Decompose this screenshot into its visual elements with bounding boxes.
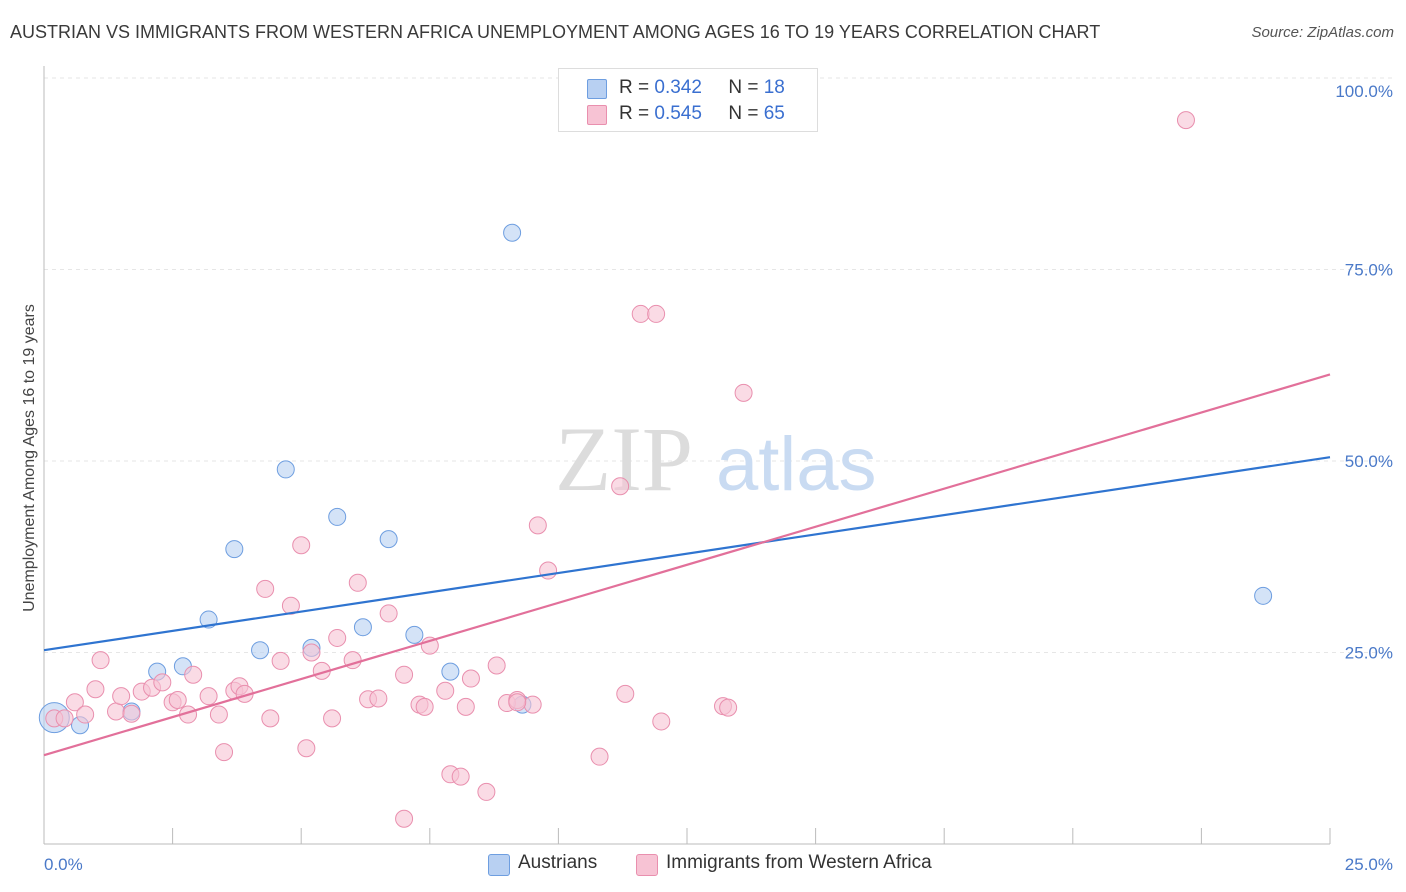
legend-r-value-austrians: 0.342 — [654, 77, 702, 98]
legend-n-label: N = — [728, 77, 759, 98]
legend: R = 0.342 N = 18 R = 0.545 N = 65 — [558, 68, 818, 132]
immigrants-point — [153, 673, 172, 692]
immigrants-point — [328, 628, 347, 647]
immigrants-point — [297, 739, 316, 758]
immigrants-point — [209, 705, 228, 724]
immigrants-point — [168, 690, 187, 709]
immigrants-point — [611, 477, 630, 496]
immigrants-point — [302, 643, 321, 662]
immigrants-point — [1176, 111, 1195, 130]
legend-swatch-immigrants — [587, 105, 607, 125]
immigrants-point — [271, 651, 290, 670]
chart-title: AUSTRIAN VS IMMIGRANTS FROM WESTERN AFRI… — [10, 22, 1101, 42]
immigrants-point — [487, 656, 506, 675]
immigrants-point — [91, 651, 110, 670]
immigrants-point — [261, 709, 280, 728]
austrians-point — [379, 530, 398, 549]
immigrants-point — [323, 709, 342, 728]
immigrants-point — [528, 516, 547, 535]
austrians-point — [251, 641, 270, 660]
austrians-point — [503, 223, 522, 242]
immigrants-point — [647, 304, 666, 323]
immigrants-point — [461, 669, 480, 688]
immigrants-point — [477, 782, 496, 801]
immigrants-point — [652, 712, 671, 731]
immigrants-point — [395, 809, 414, 828]
immigrants-point — [436, 681, 455, 700]
immigrants-trend-line — [43, 373, 1331, 757]
immigrants-point — [590, 747, 609, 766]
watermark-atlas: atlas — [716, 422, 877, 507]
legend-swatch-austrians — [587, 79, 607, 99]
legend-r-label: R = — [619, 103, 650, 124]
immigrants-point — [281, 596, 300, 615]
y-tick-label: 100.0% — [1335, 82, 1393, 101]
x-tick-label: 25.0% — [1345, 855, 1393, 874]
trend-lines — [43, 373, 1331, 757]
austrians-trend-line — [43, 456, 1331, 652]
immigrants-point — [122, 704, 141, 723]
austrians-point — [353, 618, 372, 637]
x-tick-label: 0.0% — [44, 855, 83, 874]
austrians-point — [328, 507, 347, 526]
legend-r-label: R = — [619, 77, 650, 98]
immigrants-point — [76, 705, 95, 724]
immigrants-point — [456, 697, 475, 716]
immigrants-point — [719, 698, 738, 717]
y-tick-label: 75.0% — [1345, 261, 1393, 280]
bottom-legend-label-immigrants: Immigrants from Western Africa — [666, 852, 932, 873]
watermark: ZIP atlas — [555, 408, 877, 510]
immigrants-point — [616, 684, 635, 703]
immigrants-point — [348, 573, 367, 592]
immigrants-point — [65, 693, 84, 712]
y-tick-label: 25.0% — [1345, 644, 1393, 663]
immigrants-point — [199, 687, 218, 706]
legend-n-label: N = — [728, 103, 759, 124]
immigrants-point — [184, 665, 203, 684]
austrians-point — [276, 460, 295, 479]
immigrants-point — [631, 304, 650, 323]
immigrants-point — [451, 767, 470, 786]
austrians-point — [1254, 586, 1273, 605]
legend-n-value-austrians: 18 — [763, 77, 785, 98]
immigrants-point — [523, 695, 542, 714]
source-attribution: Source: ZipAtlas.com — [1251, 24, 1394, 41]
immigrants-point — [379, 604, 398, 623]
immigrants-point — [256, 579, 275, 598]
y-tick-label: 50.0% — [1345, 452, 1393, 471]
immigrants-point — [395, 665, 414, 684]
legend-n-value-immigrants: 65 — [763, 103, 785, 124]
austrians-point — [225, 540, 244, 559]
immigrants-point — [369, 689, 388, 708]
bottom-legend-label-austrians: Austrians — [518, 852, 598, 873]
immigrants-point — [215, 743, 234, 762]
watermark-zip: ZIP — [555, 408, 693, 510]
bottom-legend-swatch-immigrants — [636, 854, 658, 876]
tick-labels: 25.0% 50.0% 75.0% 100.0% 0.0% 25.0% — [44, 82, 1393, 874]
immigrants-points — [45, 111, 1195, 828]
immigrants-point — [107, 702, 126, 721]
bottom-legend-swatch-austrians — [488, 854, 510, 876]
immigrants-point — [508, 693, 527, 712]
legend-r-value-immigrants: 0.545 — [654, 103, 702, 124]
austrians-point — [441, 662, 460, 681]
immigrants-point — [55, 709, 74, 728]
gridlines — [44, 77, 1392, 653]
immigrants-point — [415, 697, 434, 716]
immigrants-point — [112, 687, 131, 706]
immigrants-point — [86, 680, 105, 699]
austrians-point — [405, 625, 424, 644]
immigrants-point — [734, 383, 753, 402]
immigrants-point — [292, 536, 311, 555]
